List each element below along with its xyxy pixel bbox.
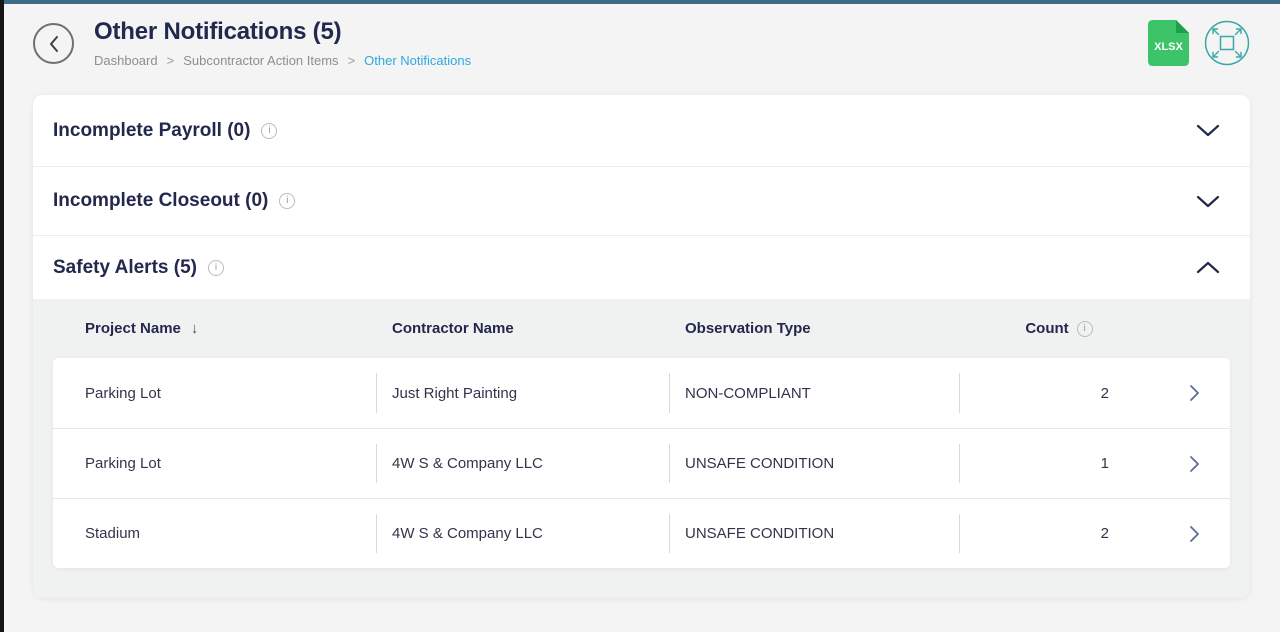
left-edge-strip bbox=[0, 0, 4, 632]
notifications-card: Incomplete Payroll (0) i Incomplete Clos… bbox=[33, 95, 1250, 598]
column-header-project-name[interactable]: Project Name ↓ bbox=[53, 320, 376, 337]
chevron-down-icon bbox=[1196, 195, 1220, 207]
cell-contractor-name: 4W S & Company LLC bbox=[376, 429, 669, 498]
column-header-contractor-name[interactable]: Contractor Name bbox=[376, 320, 669, 337]
header-actions: XLSX bbox=[1147, 20, 1250, 69]
chevron-up-icon bbox=[1196, 261, 1220, 274]
title-block: Other Notifications (5) Dashboard > Subc… bbox=[94, 18, 471, 68]
expand-arrows-icon bbox=[1204, 20, 1250, 66]
cell-observation-type: NON-COMPLIANT bbox=[669, 358, 959, 428]
chevron-down-icon bbox=[1196, 124, 1220, 137]
cell-observation-type: UNSAFE CONDITION bbox=[669, 499, 959, 568]
chevron-right-icon bbox=[1190, 525, 1199, 542]
page-title: Other Notifications (5) bbox=[94, 18, 342, 45]
cell-project-name: Parking Lot bbox=[85, 455, 161, 472]
export-xlsx-button[interactable]: XLSX bbox=[1147, 20, 1190, 69]
table-row[interactable]: Stadium 4W S & Company LLC UNSAFE CONDIT… bbox=[53, 498, 1230, 568]
column-header-observation-type[interactable]: Observation Type bbox=[669, 320, 959, 337]
column-label: Count bbox=[1025, 320, 1069, 337]
cell-count: 2 bbox=[959, 358, 1159, 428]
chevron-left-icon bbox=[49, 35, 58, 52]
table-header-row: Project Name ↓ Contractor Name Observati… bbox=[53, 299, 1230, 358]
breadcrumb-separator: > bbox=[347, 53, 356, 68]
table-row[interactable]: Parking Lot Just Right Painting NON-COMP… bbox=[53, 358, 1230, 428]
expand-button[interactable] bbox=[1204, 20, 1250, 69]
chevron-right-icon bbox=[1190, 455, 1199, 472]
cell-contractor-name: 4W S & Company LLC bbox=[376, 499, 669, 568]
cell-project-name: Parking Lot bbox=[85, 384, 161, 402]
cell-count: 1 bbox=[959, 429, 1159, 498]
svg-text:XLSX: XLSX bbox=[1154, 41, 1183, 53]
breadcrumb-separator: > bbox=[166, 53, 175, 68]
column-header-count[interactable]: Count i bbox=[959, 320, 1159, 337]
accordion-title: Incomplete Payroll (0) bbox=[53, 119, 251, 141]
back-button[interactable] bbox=[33, 23, 74, 64]
info-icon[interactable]: i bbox=[279, 193, 296, 209]
page-header: Other Notifications (5) Dashboard > Subc… bbox=[33, 18, 1250, 69]
table-body: Parking Lot Just Right Painting NON-COMP… bbox=[53, 358, 1230, 568]
breadcrumb-item-subcontractor-action-items[interactable]: Subcontractor Action Items bbox=[183, 53, 339, 68]
cell-project-name: Stadium bbox=[85, 525, 141, 542]
breadcrumb-item-dashboard[interactable]: Dashboard bbox=[94, 53, 158, 68]
accordion-incomplete-payroll[interactable]: Incomplete Payroll (0) i bbox=[33, 95, 1250, 167]
cell-count: 2 bbox=[959, 499, 1159, 568]
accordion-title: Safety Alerts (5) bbox=[53, 256, 197, 278]
column-label: Contractor Name bbox=[392, 320, 514, 337]
top-accent-bar bbox=[0, 0, 1280, 4]
breadcrumb-item-other-notifications[interactable]: Other Notifications bbox=[364, 53, 472, 68]
sort-descending-icon: ↓ bbox=[190, 320, 199, 337]
column-label: Observation Type bbox=[685, 320, 811, 337]
table-row[interactable]: Parking Lot 4W S & Company LLC UNSAFE CO… bbox=[53, 428, 1230, 498]
chevron-right-icon bbox=[1190, 385, 1199, 401]
accordion-title: Incomplete Closeout (0) bbox=[53, 190, 269, 211]
breadcrumb: Dashboard > Subcontractor Action Items >… bbox=[94, 53, 471, 68]
safety-alerts-panel: Project Name ↓ Contractor Name Observati… bbox=[33, 299, 1250, 598]
xlsx-file-icon: XLSX bbox=[1148, 20, 1189, 66]
cell-observation-type: UNSAFE CONDITION bbox=[669, 429, 959, 498]
info-icon[interactable]: i bbox=[261, 122, 278, 139]
info-icon[interactable]: i bbox=[207, 259, 224, 276]
info-icon[interactable]: i bbox=[1076, 320, 1093, 337]
accordion-safety-alerts[interactable]: Safety Alerts (5) i bbox=[33, 236, 1250, 299]
accordion-incomplete-closeout[interactable]: Incomplete Closeout (0) i bbox=[33, 167, 1250, 236]
column-label: Project Name bbox=[85, 320, 181, 337]
cell-contractor-name: Just Right Painting bbox=[376, 358, 669, 428]
